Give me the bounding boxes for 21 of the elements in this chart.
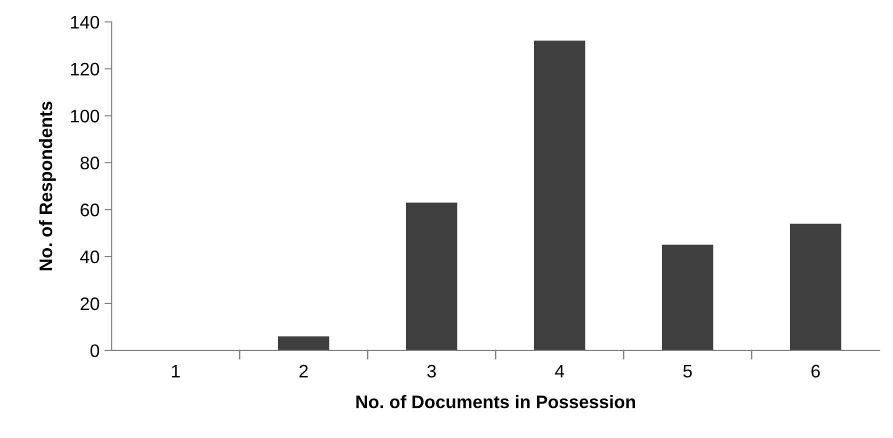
bar: [790, 224, 842, 350]
x-tick-label: 6: [812, 364, 820, 378]
y-axis-title: No. of Respondents: [38, 102, 56, 270]
y-tick-label: 0: [90, 344, 100, 358]
x-axis-title: No. of Documents in Possession: [356, 395, 635, 408]
x-tick-label: 1: [172, 364, 180, 378]
y-tick-label: 80: [80, 156, 100, 170]
x-tick-label: 2: [300, 364, 308, 378]
y-tick-label: 120: [71, 62, 100, 76]
bar: [406, 202, 458, 350]
bar: [662, 244, 714, 350]
x-tick-label: 5: [683, 364, 692, 378]
x-tick-label: 4: [555, 364, 564, 378]
y-tick-label: 20: [80, 297, 100, 310]
bar: [534, 40, 586, 350]
bar: [278, 336, 330, 350]
y-tick-label: 140: [71, 16, 100, 29]
y-tick-label: 100: [71, 110, 100, 122]
y-tick-label: 40: [80, 250, 100, 264]
y-tick-label: 60: [80, 204, 100, 216]
x-tick-label: 3: [427, 364, 436, 378]
